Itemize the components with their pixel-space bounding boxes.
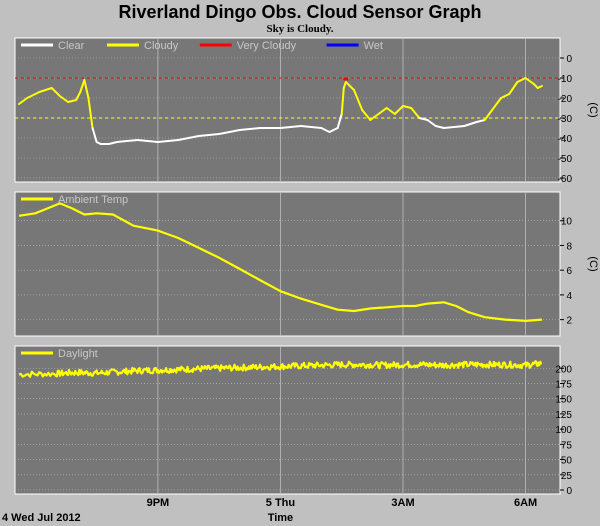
series-line-daylight: [18, 360, 543, 378]
y-tick-label: 0: [566, 54, 572, 65]
y-axis-label: (C): [587, 256, 599, 271]
series-segment: [402, 105, 413, 109]
series-segment: [18, 97, 29, 105]
chart-title: Riverland Dingo Obs. Cloud Sensor Graph: [118, 2, 481, 22]
x-axis: 9PM 5 Thu 3AM 6AM 4 Wed Jul 2012 Time: [2, 497, 537, 524]
series-segment: [463, 121, 478, 127]
y-tick-label: 125: [555, 410, 572, 421]
series-segment: [156, 139, 180, 143]
legend-label: Very Cloudy: [237, 40, 297, 52]
series-segment: [393, 105, 405, 115]
series-segment: [369, 113, 380, 121]
x-start-date: 4 Wed Jul 2012: [2, 512, 81, 524]
series-segment: [107, 141, 119, 145]
series-segment: [328, 127, 339, 133]
series-segment: [418, 117, 429, 121]
series-segment: [352, 89, 364, 111]
legend-label: Wet: [364, 40, 383, 52]
series-segment: [177, 135, 200, 141]
series-segment: [75, 91, 82, 101]
legend-label: Ambient Temp: [58, 194, 128, 206]
y-tick-label: 75: [561, 440, 573, 451]
chart-subtitle: Sky is Cloudy.: [267, 23, 334, 35]
y-tick-label: 25: [561, 471, 573, 482]
y-tick-label: 50: [561, 456, 573, 467]
series-segment: [516, 77, 527, 83]
series-segment: [38, 87, 53, 93]
series-segment: [238, 127, 262, 131]
series-segment: [87, 97, 94, 129]
series-line-ambient-temp: [18, 202, 542, 322]
legend-label: Clear: [58, 40, 85, 52]
chart-panels: 0 -10 -20 -30 -40 -50 -60 (C) Clear Cloudy Very Cl…: [14, 37, 599, 497]
series-segment: [336, 113, 343, 129]
y-tick-label: 0: [566, 486, 572, 497]
y-axis-label: (C): [587, 102, 599, 117]
very-cloudy-segment: [342, 77, 347, 81]
series-segment: [385, 107, 396, 115]
series-segment: [442, 125, 466, 129]
series-segment: [67, 99, 78, 103]
series-segment: [410, 107, 421, 119]
panel-cloud-sky-temp: 0 -10 -20 -30 -40 -50 -60 (C) Clear Cloudy Very Cl…: [14, 37, 599, 185]
series-segment: [83, 79, 90, 99]
series-segment: [116, 139, 139, 143]
series-segment: [218, 129, 241, 135]
series-segment: [279, 125, 302, 129]
y-tick-label: 2: [566, 316, 572, 327]
y-tick-label: -10: [558, 74, 573, 85]
panel-ambient-temp: 2 4 6 8 10 (C) Ambient Temp: [14, 191, 599, 337]
y-tick-label: -50: [558, 154, 573, 165]
series-segment: [536, 85, 543, 89]
series-segment: [340, 87, 345, 115]
series-segment: [508, 81, 519, 95]
y-tick-label: 200: [555, 364, 572, 375]
panel-daylight: 0 25 50 75 100 125 150 175 200 Daylight: [14, 345, 573, 497]
x-tick-label: 6AM: [514, 497, 537, 509]
series-segment: [524, 77, 535, 85]
legend-label: Cloudy: [144, 40, 179, 52]
y-tick-label: -20: [558, 94, 573, 105]
panel-background: [14, 37, 561, 183]
very-cloudy-segment: [344, 77, 349, 81]
y-tick-label: -60: [558, 174, 573, 185]
series-segment: [500, 93, 511, 99]
series-segment: [136, 139, 159, 143]
y-tick-label: 6: [566, 266, 572, 277]
x-tick-label: 5 Thu: [266, 497, 295, 509]
y-tick-label: 175: [555, 379, 572, 390]
series-segment: [79, 79, 86, 93]
legend-label: Daylight: [58, 348, 98, 360]
series-segment: [483, 97, 503, 121]
y-tick-label: -30: [558, 114, 573, 125]
series-segment: [361, 109, 372, 121]
series-segment: [91, 127, 98, 143]
series-segment: [377, 107, 388, 115]
y-tick-label: -40: [558, 134, 573, 145]
x-tick-label: 3AM: [391, 497, 414, 509]
x-tick-label: 9PM: [147, 497, 170, 509]
y-tick-label: 100: [555, 425, 572, 436]
series-segment: [50, 87, 61, 97]
series-segment: [426, 119, 437, 127]
x-axis-label: Time: [268, 512, 293, 524]
y-tick-label: 10: [561, 217, 573, 228]
y-tick-label: 4: [566, 291, 572, 302]
series-segment: [299, 125, 323, 129]
series-segment: [475, 119, 486, 123]
series-segment: [26, 91, 41, 99]
y-tick-label: 8: [566, 241, 572, 252]
series-segment: [197, 133, 221, 137]
series-segment: [320, 127, 331, 133]
y-tick-label: 150: [555, 395, 572, 406]
series-segment: [434, 125, 445, 129]
series-segment: [58, 95, 70, 103]
